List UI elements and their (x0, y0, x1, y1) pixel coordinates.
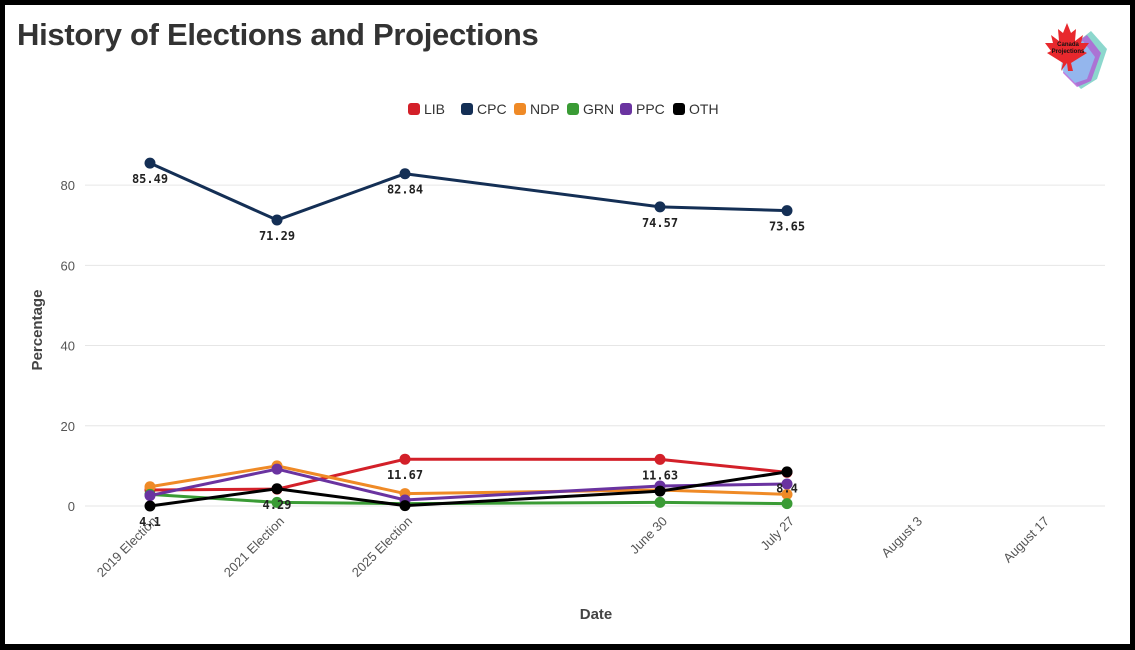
logo-text-line1: Canada (1057, 42, 1079, 48)
x-tick-label-june-30: June 30 (627, 514, 670, 557)
data-label-cpc-2025-election: 82.84 (387, 183, 423, 197)
legend-swatch-lib (408, 103, 420, 115)
data-label-oth-2021-election: 4.29 (263, 498, 292, 512)
legend-label-ndp: NDP (530, 101, 560, 117)
y-tick-label-0: 0 (68, 499, 75, 514)
series-line-ppc (149, 467, 788, 502)
point-cpc-2019-election (144, 157, 156, 169)
point-cpc-2021-election (271, 214, 283, 226)
chart-series (144, 157, 793, 512)
data-label-lib-2025-election: 11.67 (387, 468, 423, 482)
legend-swatch-oth (673, 103, 685, 115)
chart-data-labels: 11.67 11.63 8.4 85.49 71.29 82.84 74.57 73.65 4.… (132, 172, 805, 529)
y-axis: 0 20 40 60 80 (61, 178, 75, 514)
y-tick-label-60: 60 (61, 258, 75, 273)
legend-item-oth: OTH (673, 101, 719, 117)
point-lib-2025-election (399, 453, 411, 465)
chart-title: History of Elections and Projections (17, 17, 539, 52)
data-label-cpc-2019-election: 85.49 (132, 172, 168, 186)
point-grn-june-30 (654, 496, 666, 508)
x-tick-label-july-27: July 27 (757, 514, 797, 554)
series-cpc (144, 157, 793, 226)
series-lib (144, 453, 793, 496)
point-grn-july-27 (781, 498, 793, 510)
y-axis-title: Percentage (29, 290, 46, 371)
point-oth-june-30 (654, 485, 666, 497)
chart-legend: LIB CPC NDP GRN PPC OTH (408, 101, 719, 117)
y-tick-label-20: 20 (61, 419, 75, 434)
data-label-lib-july-27: 8.4 (776, 481, 798, 495)
point-grn-2021-election (271, 496, 283, 508)
legend-item-cpc: CPC (461, 101, 507, 117)
point-cpc-june-30 (654, 201, 666, 213)
series-line-cpc (149, 161, 788, 222)
legend-label-oth: OTH (689, 101, 719, 117)
chart-grid (85, 184, 1105, 507)
y-tick-label-40: 40 (61, 339, 75, 354)
legend-item-lib: LIB (408, 101, 445, 117)
logo-text-line2: Projections (1052, 49, 1085, 55)
legend-swatch-grn (567, 103, 579, 115)
data-label-cpc-2021-election: 71.29 (259, 229, 295, 243)
legend-item-ndp: NDP (514, 101, 560, 117)
x-tick-label-august-17: August 17 (1000, 514, 1052, 566)
point-oth-2021-election (271, 483, 283, 495)
x-tick-label-august-3: August 3 (878, 514, 925, 561)
legend-swatch-ppc (620, 103, 632, 115)
point-oth-july-27 (781, 466, 793, 478)
point-ppc-july-27 (781, 478, 793, 490)
data-label-oth-2019-election: 4.1 (139, 515, 161, 529)
data-label-lib-june-30: 11.63 (642, 468, 678, 482)
x-tick-label-2025-election: 2025 Election (349, 514, 415, 580)
point-cpc-july-27 (781, 205, 793, 217)
y-tick-label-80: 80 (61, 178, 75, 193)
chart-frame: History of Elections and Projections Can… (5, 5, 1130, 644)
point-ndp-2019-election (144, 481, 156, 493)
legend-label-lib: LIB (424, 101, 445, 117)
point-lib-june-30 (654, 453, 666, 465)
legend-label-ppc: PPC (636, 101, 665, 117)
legend-item-grn: GRN (567, 101, 614, 117)
x-tick-label-2021-election: 2021 Election (221, 514, 287, 580)
canada-projections-logo: Canada Projections (1045, 23, 1107, 89)
x-axis-title: Date (580, 606, 613, 623)
legend-item-ppc: PPC (620, 101, 665, 117)
point-oth-2025-election (399, 500, 411, 512)
point-cpc-2025-election (399, 168, 411, 180)
maple-leaf-icon (1045, 23, 1089, 71)
legend-swatch-cpc (461, 103, 473, 115)
legend-label-grn: GRN (583, 101, 614, 117)
data-label-cpc-july-27: 73.65 (769, 220, 805, 234)
point-oth-2019-election (144, 500, 156, 512)
point-ppc-2019-election (144, 490, 156, 502)
x-axis: 2019 Election 2021 Election 2025 Election J… (94, 514, 1052, 580)
point-ndp-july-27 (781, 488, 793, 500)
data-label-cpc-june-30: 74.57 (642, 216, 678, 230)
series-oth (144, 466, 793, 512)
legend-swatch-ndp (514, 103, 526, 115)
point-ppc-2021-election (271, 463, 283, 475)
legend-label-cpc: CPC (477, 101, 507, 117)
